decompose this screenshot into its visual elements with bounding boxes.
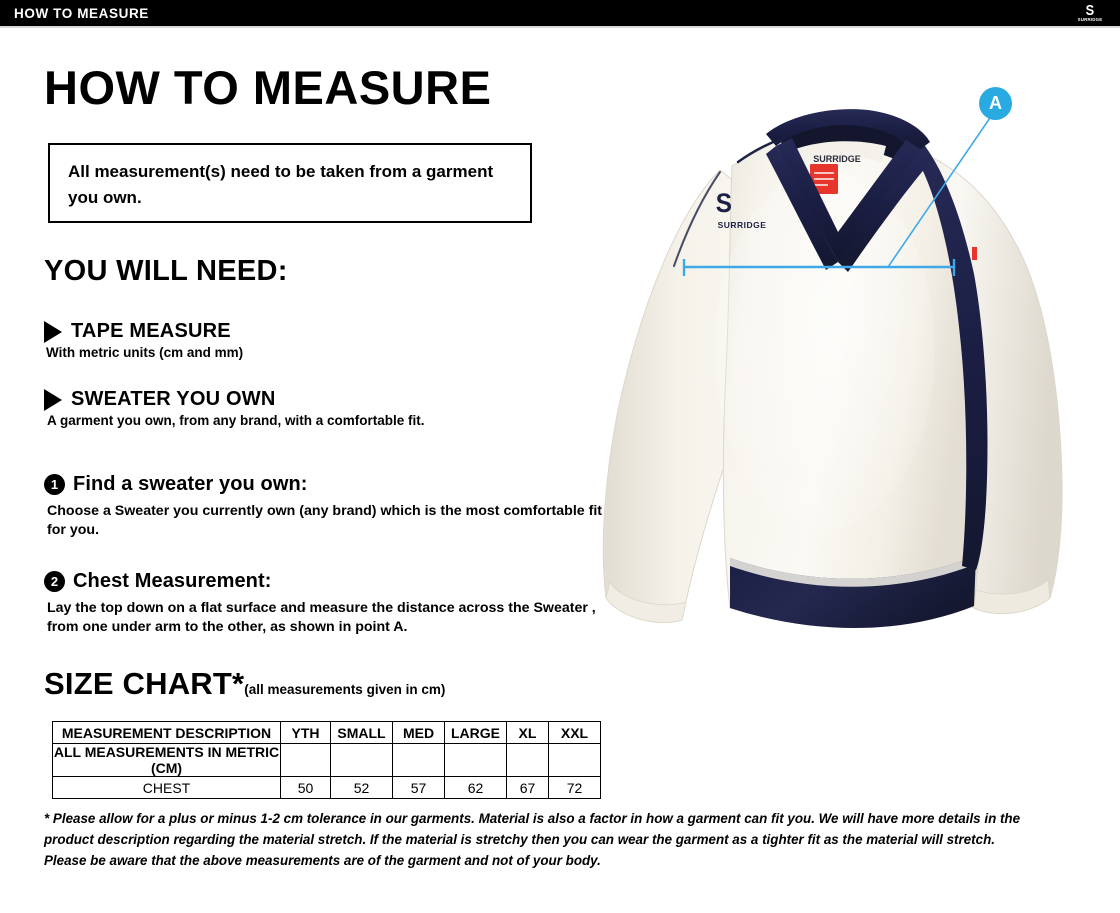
table-header-small: SMALL xyxy=(330,721,393,744)
chest-logo: S SURRIDGE xyxy=(716,189,767,230)
triangle-bullet-icon xyxy=(44,320,62,343)
table-header-yth: YTH xyxy=(280,721,331,744)
top-header-bar: HOW TO MEASURE S SURRIDGE xyxy=(0,0,1120,26)
you-will-need-heading: YOU WILL NEED: xyxy=(44,255,288,287)
table-cell-chest-med: 57 xyxy=(392,776,445,799)
step-body: Choose a Sweater you currently own (any … xyxy=(47,503,602,538)
table-header-xl: XL xyxy=(506,721,549,744)
surridge-logo-mark: S xyxy=(1086,1,1095,19)
table-cell-empty xyxy=(444,743,507,777)
step-number-badge: 1 xyxy=(44,474,65,495)
neck-label-text: SURRIDGE xyxy=(813,154,861,164)
callout-box: All measurement(s) need to be taken from… xyxy=(48,143,532,223)
table-cell-chest-yth: 50 xyxy=(280,776,331,799)
table-cell-empty xyxy=(392,743,445,777)
need-item-title: TAPE MEASURE xyxy=(71,320,231,342)
table-cell-empty xyxy=(330,743,393,777)
footnote-disclaimer: * Please allow for a plus or minus 1-2 c… xyxy=(44,811,1021,868)
table-header-med: MED xyxy=(392,721,445,744)
surridge-logo-word: SURRIDGE xyxy=(1077,16,1103,22)
svg-text:SURRIDGE: SURRIDGE xyxy=(718,220,767,230)
callout-badge-a: A xyxy=(979,87,1012,120)
step-find-sweater: 1 Find a sweater you own: Choose a Sweat… xyxy=(44,473,604,540)
step-number-badge: 2 xyxy=(44,571,65,592)
table-metric-label: ALL MEASUREMENTS IN METRIC (CM) xyxy=(52,743,281,777)
table-cell-chest-xxl: 72 xyxy=(548,776,601,799)
need-item-tape-measure: TAPE MEASURE With metric units (cm and m… xyxy=(44,320,243,360)
table-row-header: MEASUREMENT DESCRIPTION YTH SMALL MED LA… xyxy=(52,721,601,744)
table-header-xxl: XXL xyxy=(548,721,601,744)
table-header-description: MEASUREMENT DESCRIPTION xyxy=(52,721,281,744)
page-title: HOW TO MEASURE xyxy=(44,61,492,114)
table-header-large: LARGE xyxy=(444,721,507,744)
table-cell-chest-small: 52 xyxy=(330,776,393,799)
svg-text:S: S xyxy=(716,189,732,218)
top-header-title: HOW TO MEASURE xyxy=(14,6,149,21)
size-chart-table: MEASUREMENT DESCRIPTION YTH SMALL MED LA… xyxy=(52,721,601,799)
step-body: Lay the top down on a flat surface and m… xyxy=(47,600,596,635)
table-cell-empty xyxy=(506,743,549,777)
need-item-subtitle: A garment you own, from any brand, with … xyxy=(47,413,425,428)
table-cell-chest-xl: 67 xyxy=(506,776,549,799)
table-cell-chest-large: 62 xyxy=(444,776,507,799)
table-row-label-chest: CHEST xyxy=(52,776,281,799)
size-chart-heading: SIZE CHART* (all measurements given in c… xyxy=(44,668,445,700)
step-title: Find a sweater you own: xyxy=(73,473,308,495)
header-divider xyxy=(0,26,1120,28)
size-chart-note: (all measurements given in cm) xyxy=(244,682,446,697)
triangle-bullet-icon xyxy=(44,388,62,411)
product-image-sweater: SURRIDGE S SURRIDGE xyxy=(570,50,1115,690)
callout-text: All measurement(s) need to be taken from… xyxy=(68,162,494,207)
callout-leader-line xyxy=(887,111,995,268)
table-cell-empty xyxy=(280,743,331,777)
table-row: CHEST 50 52 57 62 67 72 xyxy=(52,776,601,799)
need-item-title: SWEATER YOU OWN xyxy=(71,388,276,410)
table-cell-empty xyxy=(548,743,601,777)
step-title: Chest Measurement: xyxy=(73,570,272,592)
step-chest-measurement: 2 Chest Measurement: Lay the top down on… xyxy=(44,570,604,637)
table-row-metric-note: ALL MEASUREMENTS IN METRIC (CM) xyxy=(52,743,601,777)
need-item-subtitle: With metric units (cm and mm) xyxy=(46,345,244,360)
surridge-logo-icon: S SURRIDGE xyxy=(1070,1,1110,25)
size-chart-title: SIZE CHART* xyxy=(44,666,245,701)
chest-measurement-line xyxy=(682,259,956,276)
need-item-sweater-you-own: SWEATER YOU OWN A garment you own, from … xyxy=(44,388,425,428)
